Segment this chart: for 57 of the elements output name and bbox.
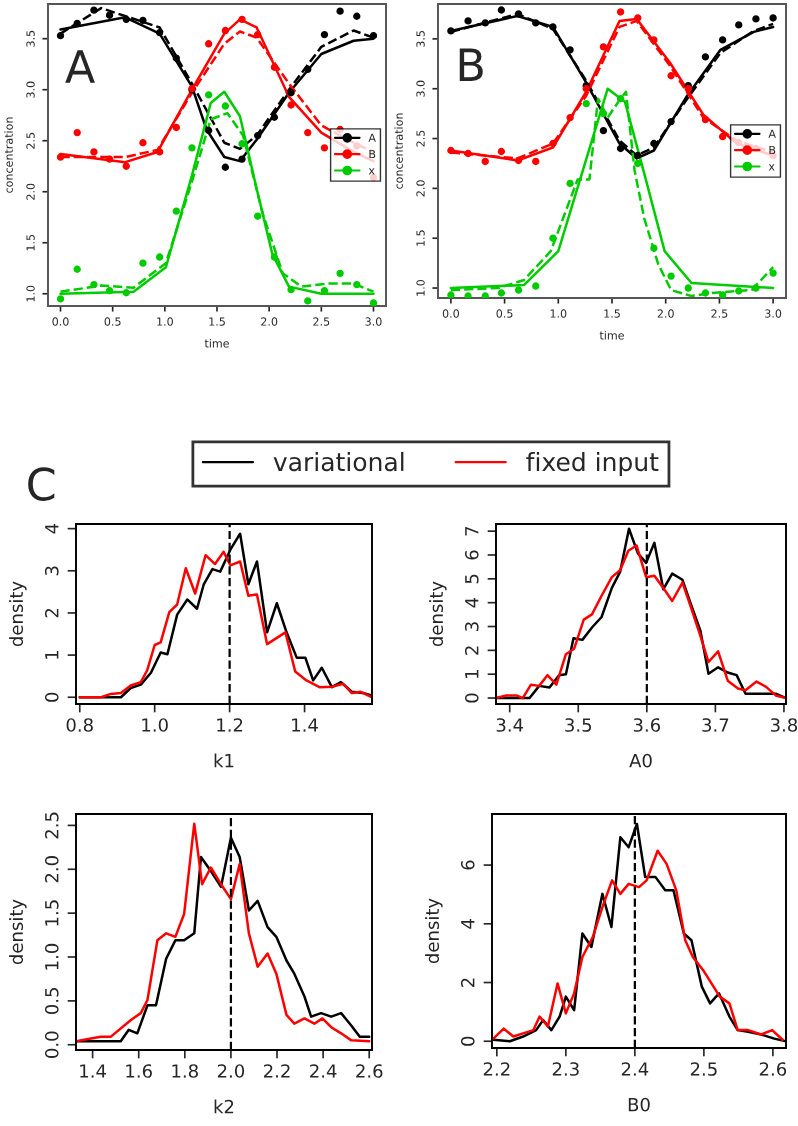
x-tick-label: 2.6 [356, 1064, 383, 1078]
y-axis-title: density [429, 581, 447, 647]
y-tick-label: 3 [464, 622, 479, 631]
y-axis-title: density [9, 899, 27, 965]
y-tick-label: 1.0 [44, 943, 59, 970]
y-tick-label: 4 [465, 597, 479, 608]
x-tick-label: 2.5 [690, 1062, 717, 1076]
x-tick-label: 2.3 [552, 1062, 579, 1076]
y-axis-title: density [9, 581, 27, 647]
x-tick-label: 2.2 [483, 1062, 510, 1076]
x-tick-label: 1.8 [172, 1064, 198, 1078]
x-tick-label: 1.2 [217, 718, 243, 732]
x-tick-label: 2.4 [621, 1062, 649, 1076]
x-axis-title: k2 [214, 1099, 234, 1114]
legend-label: fixed input [526, 451, 659, 477]
y-tick-label: 3 [44, 566, 59, 576]
x-axis-title: A0 [629, 753, 652, 768]
x-tick-label: 2.2 [263, 1064, 290, 1078]
y-tick-label: 1.5 [45, 900, 59, 926]
annotation: B [459, 48, 483, 81]
y-tick-label: 1 [465, 670, 479, 678]
x-tick-label: 3.5 [565, 718, 592, 732]
x-tick-label: 2.0 [217, 1064, 245, 1078]
y-tick-label: 2 [460, 978, 475, 987]
x-tick-label: 3.8 [770, 718, 798, 732]
x-tick-label: 0.8 [66, 718, 93, 732]
y-tick-label: 0 [460, 1036, 475, 1046]
y-tick-label: 0.5 [44, 988, 59, 1015]
y-tick-label: 0 [44, 692, 59, 702]
x-tick-label: 3.6 [633, 718, 661, 732]
y-tick-label: 7 [465, 526, 479, 536]
annotation: A [65, 50, 95, 83]
y-tick-label: 2 [44, 609, 59, 618]
x-tick-label: 1.6 [126, 1064, 152, 1078]
y-tick-label: 6 [464, 550, 479, 560]
y-tick-label: 2.5 [44, 812, 59, 839]
legend-label: variational [273, 451, 404, 472]
y-tick-label: 4 [461, 919, 475, 929]
y-tick-label: 4 [45, 523, 59, 534]
x-tick-label: 1.4 [80, 1064, 106, 1078]
x-tick-label: 3.7 [702, 718, 729, 732]
x-tick-label: 1.0 [142, 718, 168, 732]
y-tick-label: 6 [460, 860, 475, 870]
x-tick-label: 1.4 [292, 718, 318, 732]
x-axis-title: B0 [628, 1097, 650, 1112]
y-tick-label: 5 [465, 574, 479, 584]
y-tick-label: 0.0 [44, 1031, 59, 1058]
y-tick-label: 2.0 [44, 856, 59, 883]
x-axis-title: k1 [214, 753, 234, 768]
y-tick-label: 0 [464, 693, 479, 703]
y-axis-title: density [425, 898, 443, 964]
y-tick-label: 2 [464, 646, 479, 655]
x-tick-label: 3.4 [496, 718, 524, 732]
x-tick-label: 2.6 [759, 1062, 787, 1076]
text: C [28, 467, 55, 501]
y-tick-label: 1 [45, 651, 59, 659]
x-tick-label: 2.4 [310, 1064, 337, 1078]
